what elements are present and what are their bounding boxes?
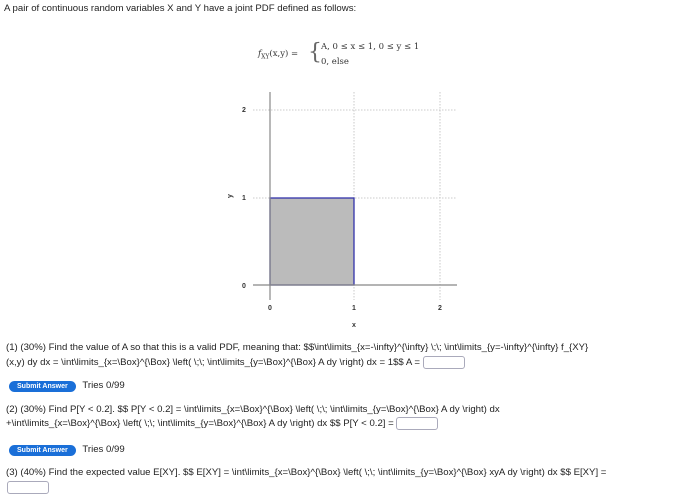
formula-case-1: A, 0 ≤ x ≤ 1, 0 ≤ y ≤ 1 xyxy=(321,42,420,52)
answer-exy-input[interactable] xyxy=(7,481,49,494)
y-axis-label: y xyxy=(227,194,234,198)
x-tick-0: 0 xyxy=(268,305,272,312)
question-1-line-1: (1) (30%) Find the value of A so that th… xyxy=(6,342,589,353)
y-tick-1: 1 xyxy=(242,195,246,202)
x-axis-label: x xyxy=(352,322,356,329)
answer-a-input[interactable] xyxy=(422,356,465,369)
tries-count-1: Tries 0/99 xyxy=(82,380,125,391)
question-1-line-2: (x,y) dy dx = \int\limits_{x=\Box}^{\Box… xyxy=(6,357,421,369)
intro-text: A pair of continuous random variables X … xyxy=(4,3,357,14)
pdf-region-plot: 2 1 0 0 1 2 x y xyxy=(227,92,457,329)
support-region xyxy=(269,197,355,286)
answer-prob-input[interactable] xyxy=(396,417,439,430)
question-2-line-1: (2) (30%) Find P[Y < 0.2]. $$ P[Y < 0.2]… xyxy=(6,404,500,415)
submit-answer-button-2[interactable]: Submit Answer xyxy=(9,445,76,456)
tries-count-2: Tries 0/99 xyxy=(82,444,125,455)
x-tick-1: 1 xyxy=(352,305,356,312)
question-2-line-2: +\int\limits_{x=\Box}^{\Box} \left( \;\;… xyxy=(6,418,394,430)
question-3-line-1: (3) (40%) Find the expected value E[XY].… xyxy=(6,467,607,478)
x-tick-2: 2 xyxy=(438,305,442,312)
y-tick-2: 2 xyxy=(242,107,246,114)
formula-args: (x,y) = xyxy=(269,49,299,59)
y-tick-0: 0 xyxy=(242,283,246,290)
formula-sub: XY xyxy=(261,53,270,61)
submit-answer-button-1[interactable]: Submit Answer xyxy=(9,381,76,392)
formula-lhs: f xyxy=(258,49,262,59)
formula-case-2: 0, else xyxy=(321,57,349,67)
